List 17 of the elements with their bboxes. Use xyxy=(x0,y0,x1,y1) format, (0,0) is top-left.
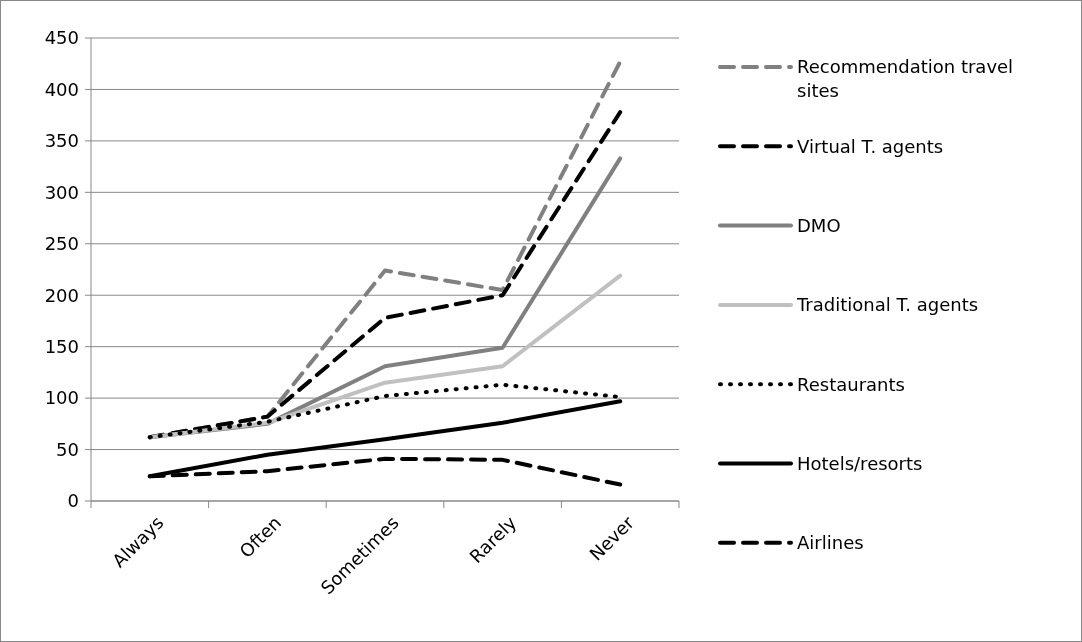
legend-label: Recommendation travel sites xyxy=(797,56,1014,101)
legend-label: Airlines xyxy=(797,532,864,554)
y-tick-label: 0 xyxy=(67,490,79,512)
legend-label: Hotels/resorts xyxy=(797,452,923,474)
y-tick-label: 200 xyxy=(44,284,79,306)
legend-label: Virtual T. agents xyxy=(797,135,944,157)
y-tick-label: 250 xyxy=(44,233,79,255)
y-tick-label: 50 xyxy=(56,438,79,460)
legend-label: DMO xyxy=(797,214,841,236)
y-tick-label: 300 xyxy=(44,181,79,203)
y-tick-label: 150 xyxy=(44,335,79,357)
y-tick-label: 400 xyxy=(44,78,79,100)
legend-label: Restaurants xyxy=(797,373,905,395)
y-tick-label: 350 xyxy=(44,130,79,152)
y-tick-label: 450 xyxy=(44,27,79,49)
legend-label: Traditional T. agents xyxy=(796,294,979,316)
y-tick-label: 100 xyxy=(44,387,79,409)
